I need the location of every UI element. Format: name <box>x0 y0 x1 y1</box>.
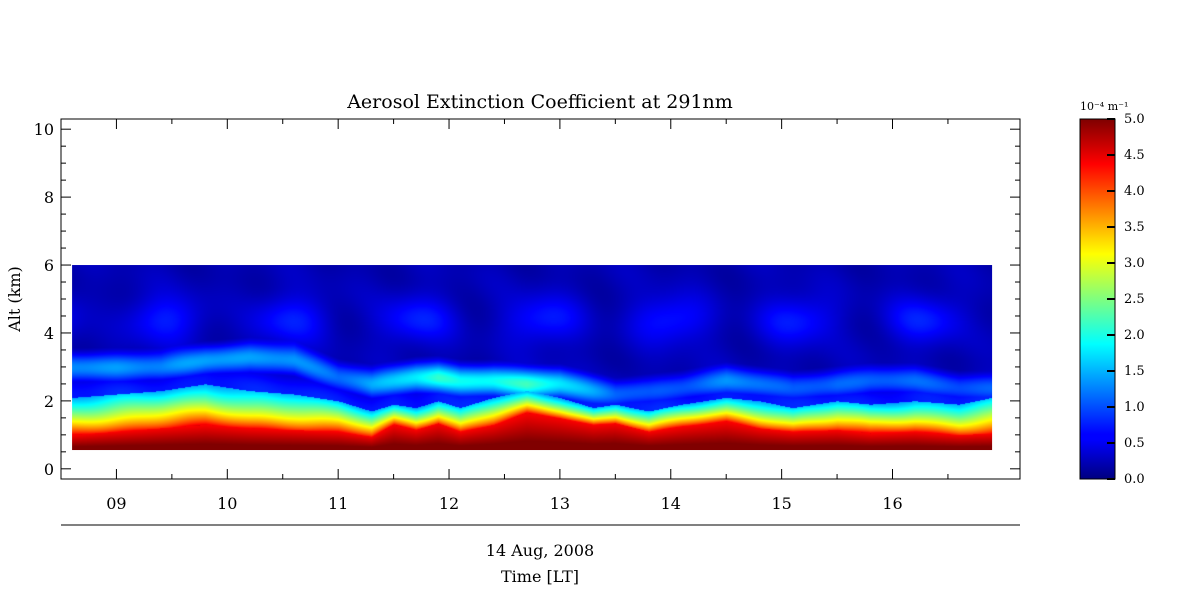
date-label: 14 Aug, 2008 <box>486 541 594 560</box>
y-axis-label: Alt (km) <box>5 266 24 333</box>
colorbar-tick-label: 4.0 <box>1124 184 1145 199</box>
colorbar-tick-label: 0.5 <box>1124 436 1145 451</box>
colorbar-ticks: 0.0 0.5 1.0 1.5 2.0 2.5 3.0 3.5 4.0 4.5 5.0 <box>1107 112 1145 487</box>
colorbar-tick-label: 3.5 <box>1124 220 1145 235</box>
colorbar-tick-label: 3.0 <box>1124 256 1145 271</box>
colorbar-tick-label: 5.0 <box>1124 112 1145 127</box>
y-tick-label: 6 <box>44 256 54 275</box>
colorbar: 10⁻⁴ m⁻¹ 0.0 0.5 1.0 1.5 2.0 2.5 3.0 3.5 4.0 4.5 5… <box>1079 100 1145 487</box>
y-tick-label: 8 <box>44 188 54 207</box>
y-tick-label: 0 <box>44 460 54 479</box>
x-tick-label: 11 <box>328 494 348 513</box>
y-tick-label: 4 <box>44 324 54 343</box>
colorbar-tick-label: 2.0 <box>1124 328 1145 343</box>
colorbar-tick-label: 2.5 <box>1124 292 1145 307</box>
x-tick-label: 15 <box>771 494 791 513</box>
y-tick-label: 10 <box>34 120 54 139</box>
colorbar-unit-label: 10⁻⁴ m⁻¹ <box>1080 100 1128 113</box>
heatmap <box>72 265 993 451</box>
x-tick-label: 16 <box>882 494 902 513</box>
chart-title: Aerosol Extinction Coefficient at 291nm <box>346 91 733 113</box>
x-tick-label: 13 <box>550 494 570 513</box>
colorbar-tick-label: 4.5 <box>1124 148 1145 163</box>
colorbar-tick-label: 1.0 <box>1124 400 1145 415</box>
heatmap-image <box>72 265 993 451</box>
y-tick-label: 2 <box>44 392 54 411</box>
x-tick-label: 12 <box>439 494 459 513</box>
y-axis: 0 2 4 6 8 10 <box>34 120 1020 479</box>
x-tick-label: 14 <box>661 494 681 513</box>
colorbar-tick-label: 0.0 <box>1124 472 1145 487</box>
x-tick-label: 09 <box>106 494 126 513</box>
colorbar-tick-label: 1.5 <box>1124 364 1145 379</box>
x-axis-label: Time [LT] <box>501 567 579 586</box>
x-tick-label: 10 <box>217 494 237 513</box>
x-axis: 09 10 11 12 13 14 15 16 <box>60 119 949 513</box>
